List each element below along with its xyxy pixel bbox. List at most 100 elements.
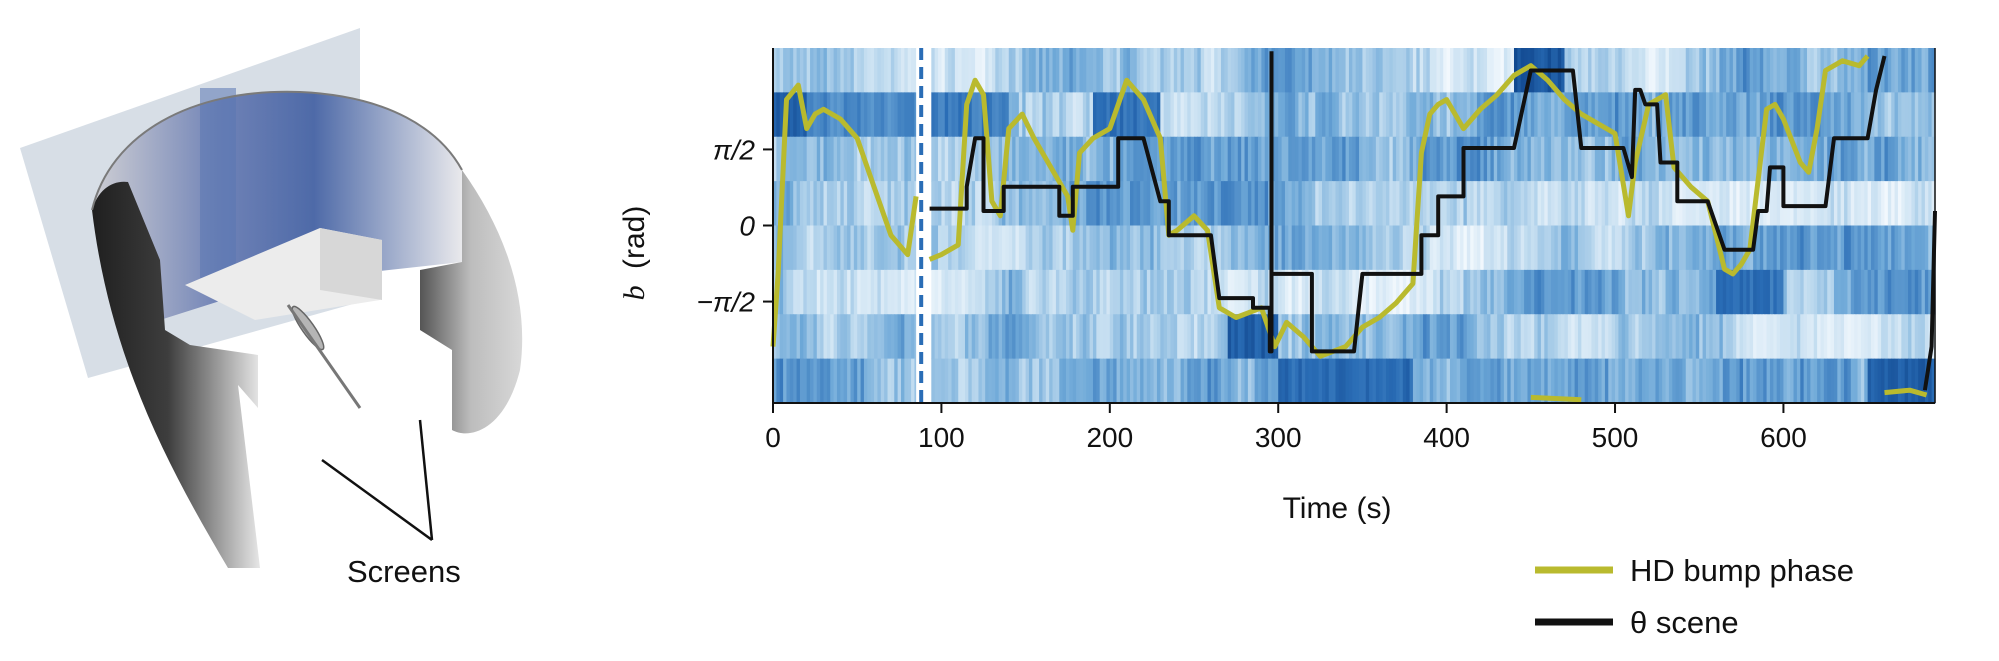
heatmap-cell	[948, 358, 953, 404]
heatmap-cell	[1844, 358, 1849, 404]
heatmap-cell	[1726, 92, 1731, 138]
heatmap-cell	[1705, 225, 1710, 271]
heatmap-cell	[1473, 181, 1478, 227]
heatmap-cell	[1362, 48, 1367, 93]
heatmap-cell	[1204, 136, 1209, 182]
heatmap-cell	[1480, 358, 1485, 404]
heatmap-cell	[1332, 136, 1337, 182]
heatmap-cell	[1133, 358, 1138, 404]
heatmap-cell	[934, 48, 939, 93]
heatmap-cell	[1039, 181, 1044, 227]
heatmap-cell	[1763, 136, 1768, 182]
heatmap-cell	[1790, 314, 1795, 360]
heatmap-cell	[1665, 269, 1670, 315]
heatmap-cell	[1897, 314, 1902, 360]
heatmap-cell	[1456, 225, 1461, 271]
heatmap-cell	[1857, 181, 1862, 227]
heatmap-cell	[1140, 314, 1145, 360]
heatmap-cell	[1217, 136, 1222, 182]
heatmap-cell	[830, 181, 835, 227]
heatmap-cell	[907, 269, 912, 315]
heatmap-cell	[1332, 92, 1337, 138]
heatmap-cell	[1237, 48, 1242, 93]
heatmap-cell	[1207, 314, 1212, 360]
heatmap-cell	[1837, 136, 1842, 182]
heatmap-cell	[1914, 92, 1919, 138]
heatmap-cell	[1897, 136, 1902, 182]
heatmap-cell	[1089, 136, 1094, 182]
heatmap-cell	[1503, 269, 1508, 315]
heatmap-cell	[1621, 92, 1626, 138]
heatmap-cell	[1082, 92, 1087, 138]
heatmap-cell	[1268, 358, 1273, 404]
heatmap-cell	[1507, 136, 1512, 182]
heatmap-cell	[1295, 225, 1300, 271]
heatmap-cell	[1810, 269, 1815, 315]
heatmap-cell	[1793, 314, 1798, 360]
heatmap-cell	[907, 181, 912, 227]
heatmap-cell	[1035, 314, 1040, 360]
heatmap-cell	[1173, 92, 1178, 138]
heatmap-cell	[1382, 314, 1387, 360]
heatmap-cell	[1150, 136, 1155, 182]
heatmap-cell	[1749, 181, 1754, 227]
heatmap-cell	[904, 48, 909, 93]
heatmap-cell	[1672, 48, 1677, 93]
heatmap-cell	[964, 358, 969, 404]
heatmap-cell	[1470, 136, 1475, 182]
heatmap-cell	[1766, 269, 1771, 315]
heatmap-cell	[1743, 269, 1747, 315]
heatmap-cell	[1318, 136, 1323, 182]
heatmap-cell	[1931, 181, 1936, 227]
heatmap-cell	[1103, 136, 1108, 182]
heatmap-cell	[1423, 136, 1428, 182]
heatmap-cell	[1426, 269, 1431, 315]
heatmap-cell	[1092, 181, 1097, 227]
heatmap-cell	[1692, 358, 1697, 404]
heatmap-cell	[1305, 48, 1310, 93]
heatmap-cell	[1278, 269, 1283, 315]
heatmap-cell	[1301, 92, 1306, 138]
heatmap-cell	[1163, 136, 1168, 182]
heatmap-cell	[1251, 314, 1256, 360]
heatmap-cell	[1668, 92, 1673, 138]
heatmap-cell	[1460, 314, 1465, 360]
heatmap-cell	[1722, 314, 1727, 360]
heatmap-cell	[1470, 48, 1475, 93]
heatmap-cell	[1510, 92, 1515, 138]
series-line-segment	[770, 82, 919, 347]
heatmap-cell	[1871, 48, 1875, 93]
heatmap-cell	[1823, 136, 1828, 182]
heatmap-cell	[1322, 314, 1326, 360]
svg-text:b (rad): b (rad)	[618, 206, 651, 301]
heatmap-cell	[1641, 48, 1646, 93]
heatmap-cell	[1288, 181, 1293, 227]
heatmap-cell	[1012, 314, 1017, 360]
heatmap-cell	[1540, 225, 1545, 271]
heatmap-cell	[1345, 269, 1350, 315]
heatmap-cell	[820, 92, 825, 138]
heatmap-cell	[1911, 92, 1916, 138]
heatmap-cell	[961, 225, 966, 271]
heatmap-cell	[1409, 358, 1414, 404]
heatmap-cell	[1672, 314, 1677, 360]
heatmap-cell	[978, 225, 983, 271]
heatmap-cell	[1123, 48, 1128, 93]
heatmap-cell	[1167, 136, 1172, 182]
heatmap-cell	[779, 269, 784, 315]
heatmap-cell	[860, 181, 865, 227]
heatmap-cell	[1002, 225, 1006, 271]
heatmap-cell	[1237, 269, 1242, 315]
heatmap-cell	[1089, 225, 1094, 271]
heatmap-cell	[1520, 269, 1525, 315]
series-line-segment	[928, 54, 1870, 359]
heatmap-cell	[1379, 225, 1384, 271]
heatmap-cell	[860, 92, 865, 138]
heatmap-cell	[961, 181, 966, 227]
heatmap-cell	[1823, 225, 1828, 271]
heatmap-cell	[1106, 181, 1111, 227]
heatmap-cell	[1096, 225, 1101, 271]
heatmap-cell	[1830, 314, 1835, 360]
heatmap-cell	[1658, 48, 1663, 93]
heatmap-cell	[877, 269, 882, 315]
